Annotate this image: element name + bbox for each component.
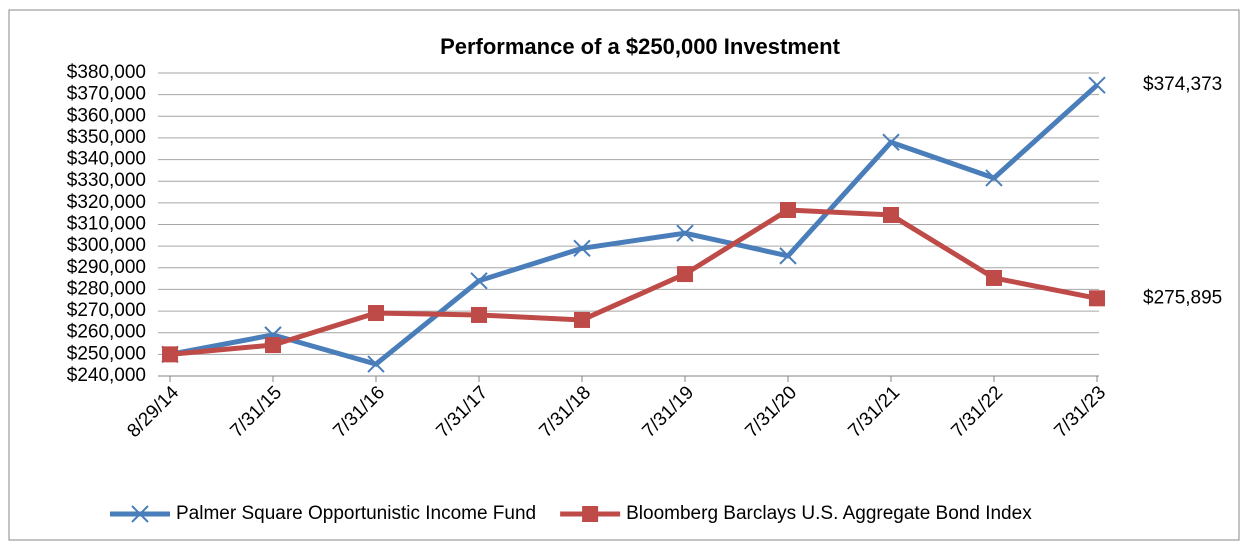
y-tick-label: $250,000 [67, 343, 146, 364]
y-tick-label: $240,000 [67, 365, 146, 386]
data-point [162, 346, 178, 363]
data-point [985, 169, 1003, 187]
data-point [676, 224, 694, 242]
data-point [582, 506, 599, 522]
data-point [131, 505, 149, 523]
chart-title: Performance of a $250,000 Investment [440, 34, 841, 59]
data-point [779, 247, 797, 265]
legend-label: Bloomberg Barclays U.S. Aggregate Bond I… [626, 503, 1032, 524]
y-tick-label: $330,000 [67, 170, 146, 191]
data-point [574, 311, 590, 328]
legend-label: Palmer Square Opportunistic Income Fund [176, 503, 536, 524]
y-tick-label: $310,000 [67, 214, 146, 235]
data-point [882, 133, 900, 151]
y-tick-label: $300,000 [67, 235, 146, 256]
data-label: $275,895 [1143, 287, 1222, 308]
y-tick-label: $270,000 [67, 300, 146, 321]
y-tick-label: $380,000 [67, 62, 146, 83]
data-point [1089, 290, 1105, 307]
y-tick-label: $320,000 [67, 192, 146, 213]
data-point [1088, 76, 1106, 94]
y-tick-label: $340,000 [67, 149, 146, 170]
y-tick-label: $360,000 [67, 105, 146, 126]
data-label: $374,373 [1143, 74, 1222, 95]
data-point [573, 239, 591, 258]
y-tick-label: $260,000 [67, 322, 146, 343]
data-point [368, 305, 384, 322]
data-point [367, 355, 385, 373]
data-point [780, 201, 796, 218]
y-tick-label: $370,000 [67, 84, 146, 105]
data-point [471, 306, 487, 323]
y-tick-label: $350,000 [67, 127, 146, 148]
y-tick-label: $290,000 [67, 257, 146, 278]
data-point [883, 206, 899, 223]
series-line [169, 83, 1099, 367]
series-line [169, 207, 1098, 357]
data-point [986, 269, 1002, 286]
data-point [265, 337, 281, 354]
chart-border [8, 9, 1240, 541]
data-point [470, 272, 488, 290]
y-tick-label: $280,000 [67, 278, 146, 299]
data-point [677, 266, 693, 283]
